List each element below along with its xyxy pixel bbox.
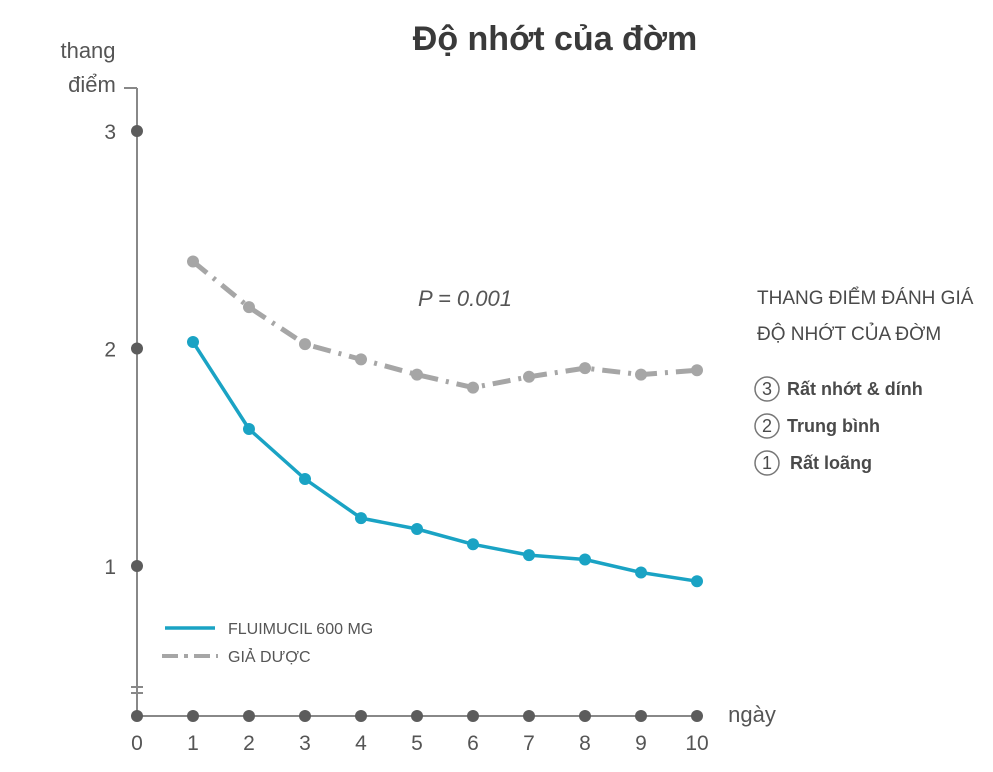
scale-item-number: 1 <box>762 453 772 473</box>
data-point-placebo <box>523 370 535 383</box>
scale-item-number: 2 <box>762 416 772 436</box>
data-point-fluimucil <box>355 512 367 525</box>
scale-panel: THANG ĐIỂM ĐÁNH GIÁ ĐỘ NHỚT CỦA ĐỜM 3 Rấ… <box>754 287 974 476</box>
data-point-placebo <box>355 353 367 366</box>
data-point-placebo <box>691 364 703 377</box>
x-tick-dot <box>411 710 423 722</box>
data-point-placebo <box>243 301 255 314</box>
scale-item-label: Rất nhớt & dính <box>787 379 923 399</box>
scale-item-label: Trung bình <box>787 416 880 436</box>
data-point-placebo <box>467 381 479 394</box>
y-tick-label: 3 <box>104 121 116 144</box>
x-tick-dot <box>187 710 199 722</box>
x-axis: 0 1 2 3 4 5 6 7 8 9 10 <box>131 710 709 755</box>
data-point-fluimucil <box>299 473 311 485</box>
x-tick-label: 5 <box>411 732 423 755</box>
legend: FLUIMUCIL 600 MG GIẢ DƯỢC <box>162 621 373 666</box>
x-tick-label: 8 <box>579 732 591 755</box>
scale-item-1: 1 Rất loãng <box>754 450 872 476</box>
y-tick-dot <box>131 125 143 137</box>
number-circle-icon <box>754 376 780 402</box>
x-tick-label: 9 <box>635 732 647 755</box>
x-tick-label: 3 <box>299 732 311 755</box>
number-circle-icon <box>754 450 780 476</box>
x-tick-dot <box>355 710 367 722</box>
data-point-placebo <box>411 368 423 381</box>
y-tick-dot <box>131 342 143 355</box>
data-point-placebo <box>187 255 199 268</box>
series-line-placebo <box>191 259 698 391</box>
data-point-fluimucil <box>691 575 703 588</box>
x-tick-label: 10 <box>685 732 708 755</box>
x-tick-dot <box>523 710 535 722</box>
number-circle-icon <box>754 413 780 439</box>
x-tick-label: 0 <box>131 732 143 755</box>
x-tick-label: 1 <box>187 732 199 755</box>
y-tick-label: 1 <box>104 556 116 579</box>
chart-title: Độ nhớt của đờm <box>413 20 697 58</box>
x-tick-label: 2 <box>243 732 255 755</box>
data-point-fluimucil <box>579 553 591 566</box>
series-line-fluimucil <box>191 340 699 583</box>
p-value-annotation: P = 0.001 <box>418 286 512 311</box>
y-axis-label-line2: điểm <box>68 72 116 97</box>
data-point-fluimucil <box>187 335 199 348</box>
x-tick-dot <box>467 710 479 722</box>
y-axis: 1 2 3 <box>104 121 143 579</box>
data-point-placebo <box>579 362 591 375</box>
x-tick-label: 4 <box>355 732 367 755</box>
scale-item-number: 3 <box>762 379 772 399</box>
series-layer <box>187 255 703 588</box>
data-point-fluimucil <box>635 566 647 579</box>
data-point-fluimucil <box>467 538 479 551</box>
x-tick-dot <box>635 710 647 722</box>
x-tick-dot <box>299 710 311 722</box>
x-axis-label: ngày <box>728 702 776 727</box>
x-tick-dot <box>243 710 255 722</box>
scale-item-label: Rất loãng <box>790 453 872 473</box>
data-point-fluimucil <box>243 422 255 435</box>
scale-title-line1: THANG ĐIỂM ĐÁNH GIÁ <box>757 287 974 309</box>
x-tick-dot <box>131 710 143 722</box>
data-point-fluimucil <box>411 523 423 536</box>
x-tick-label: 7 <box>523 732 535 755</box>
legend-label-fluimucil: FLUIMUCIL 600 MG <box>228 621 373 638</box>
scale-item-3: 3 Rất nhớt & dính <box>754 376 923 402</box>
data-point-placebo <box>635 368 647 381</box>
y-tick-dot <box>131 560 143 572</box>
scale-title-line2: ĐỘ NHỚT CỦA ĐỜM <box>757 323 941 345</box>
legend-label-placebo: GIẢ DƯỢC <box>228 647 311 666</box>
x-tick-label: 6 <box>467 732 479 755</box>
scale-item-2: 2 Trung bình <box>754 413 880 439</box>
x-tick-dot <box>579 710 591 722</box>
data-point-placebo <box>299 338 311 351</box>
data-point-fluimucil <box>523 549 535 562</box>
x-tick-dot <box>691 710 703 722</box>
y-axis-label-line1: thang <box>60 38 115 63</box>
y-tick-label: 2 <box>104 339 116 362</box>
